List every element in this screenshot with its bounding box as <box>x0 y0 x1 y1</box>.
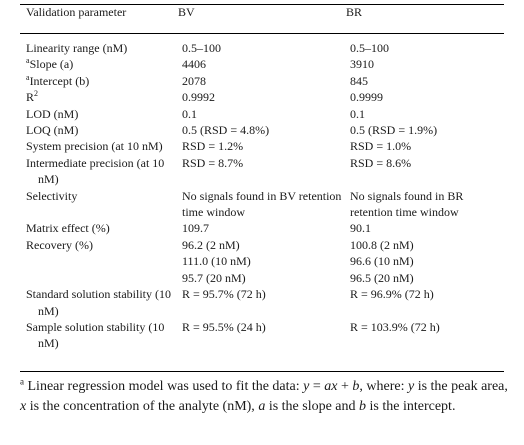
br-cell: 845 <box>350 73 368 88</box>
recovery-value: 111.0 (10 nM) <box>182 254 251 269</box>
param-cell: Selectivity <box>26 188 78 203</box>
param-cell: Sample solution stability (10 nM) <box>26 319 165 351</box>
table-row: LOQ (nM) 0.5 (RSD = 4.8%) 0.5 (RSD = 1.9… <box>20 122 504 138</box>
header-rule <box>20 33 504 34</box>
br-cell: R = 96.9% (72 h) <box>350 287 434 302</box>
param-cell: aIntercept (b) <box>26 72 90 88</box>
footnote-marker: a <box>26 72 30 82</box>
bv-cell: R = 95.7% (72 h) <box>182 287 266 302</box>
param-cell: R2 <box>26 89 39 105</box>
table-row: Standard solution stability (10 nM) R = … <box>20 286 504 319</box>
table-row: aIntercept (b) 2078 845 <box>20 73 504 89</box>
table-row: System precision (at 10 nM) RSD = 1.2% R… <box>20 138 504 154</box>
bv-cell: 109.7 <box>182 221 209 236</box>
bv-cell: 2078 <box>182 73 206 88</box>
param-cell: Recovery (%) <box>26 237 93 252</box>
bv-cell: RSD = 8.7% <box>182 155 244 170</box>
bv-cell: 0.5–100 <box>182 41 221 55</box>
bv-cell: No signals found in BV retention time wi… <box>182 188 342 220</box>
table-row: Recovery (%) 96.2 (2 nM) 111.0 (10 nM) 9… <box>20 237 504 286</box>
recovery-value: 96.6 (10 nM) <box>350 254 414 269</box>
validation-table: Validation parameter BV BR Linearity ran… <box>20 4 504 352</box>
table-row: R2 0.9992 0.9999 <box>20 89 504 105</box>
table-row: Matrix effect (%) 109.7 90.1 <box>20 220 504 236</box>
param-cell: LOD (nM) <box>26 106 79 121</box>
br-cell: 0.5 (RSD = 1.9%) <box>350 123 438 138</box>
table-bottom-rule <box>20 371 504 372</box>
table-footnote: a Linear regression model was used to fi… <box>20 376 508 414</box>
recovery-value: 96.5 (20 nM) <box>350 270 414 285</box>
param-cell: Matrix effect (%) <box>26 221 110 236</box>
footnote-marker: a <box>26 56 30 66</box>
table-row: Selectivity No signals found in BV reten… <box>20 188 504 221</box>
table-header-row: Validation parameter BV BR <box>20 4 504 34</box>
br-cell: 90.1 <box>350 221 371 236</box>
header-br: BR <box>346 5 363 19</box>
table-row: Sample solution stability (10 nM) R = 95… <box>20 319 504 352</box>
header-validation-parameter: Validation parameter <box>26 5 127 19</box>
header-bv: BV <box>178 5 195 19</box>
br-cell: 0.1 <box>350 106 365 121</box>
bv-cell: RSD = 1.2% <box>182 139 244 154</box>
br-cell: 3910 <box>350 57 374 72</box>
recovery-value: 96.2 (2 nM) <box>182 237 240 252</box>
bv-cell: 96.2 (2 nM) 111.0 (10 nM) 95.7 (20 nM) <box>178 237 346 286</box>
param-cell: Standard solution stability (10 nM) <box>26 287 171 318</box>
param-cell: Intermediate precision (at 10 nM) <box>26 155 165 187</box>
table-top-rule <box>20 4 504 5</box>
bv-cell: 0.1 <box>182 106 197 121</box>
br-cell: R = 103.9% (72 h) <box>350 319 440 334</box>
br-cell: RSD = 8.6% <box>350 155 412 170</box>
bv-cell: 4406 <box>182 57 206 72</box>
table-row: Linearity range (nM) 0.5–100 0.5–100 <box>20 40 504 56</box>
br-cell: 0.5–100 <box>350 41 389 55</box>
footnote-marker: a <box>20 376 24 387</box>
bv-cell: R = 95.5% (24 h) <box>182 319 266 334</box>
table-row: Intermediate precision (at 10 nM) RSD = … <box>20 155 504 188</box>
recovery-value: 95.7 (20 nM) <box>182 270 246 285</box>
param-cell: aSlope (a) <box>26 56 74 72</box>
table-row: LOD (nM) 0.1 0.1 <box>20 106 504 122</box>
superscript-2: 2 <box>34 89 39 99</box>
br-cell: 100.8 (2 nM) 96.6 (10 nM) 96.5 (20 nM) <box>346 237 504 286</box>
br-cell: 0.9999 <box>350 90 383 105</box>
param-cell: Linearity range (nM) <box>26 41 128 55</box>
bv-cell: 0.5 (RSD = 4.8%) <box>182 123 270 138</box>
bv-cell: 0.9992 <box>182 90 215 105</box>
param-cell: LOQ (nM) <box>26 123 79 138</box>
recovery-value: 100.8 (2 nM) <box>350 237 414 252</box>
table-row: aSlope (a) 4406 3910 <box>20 56 504 72</box>
param-cell: System precision (at 10 nM) <box>26 139 163 154</box>
br-cell: No signals found in BR retention time wi… <box>350 188 464 220</box>
br-cell: RSD = 1.0% <box>350 139 412 154</box>
